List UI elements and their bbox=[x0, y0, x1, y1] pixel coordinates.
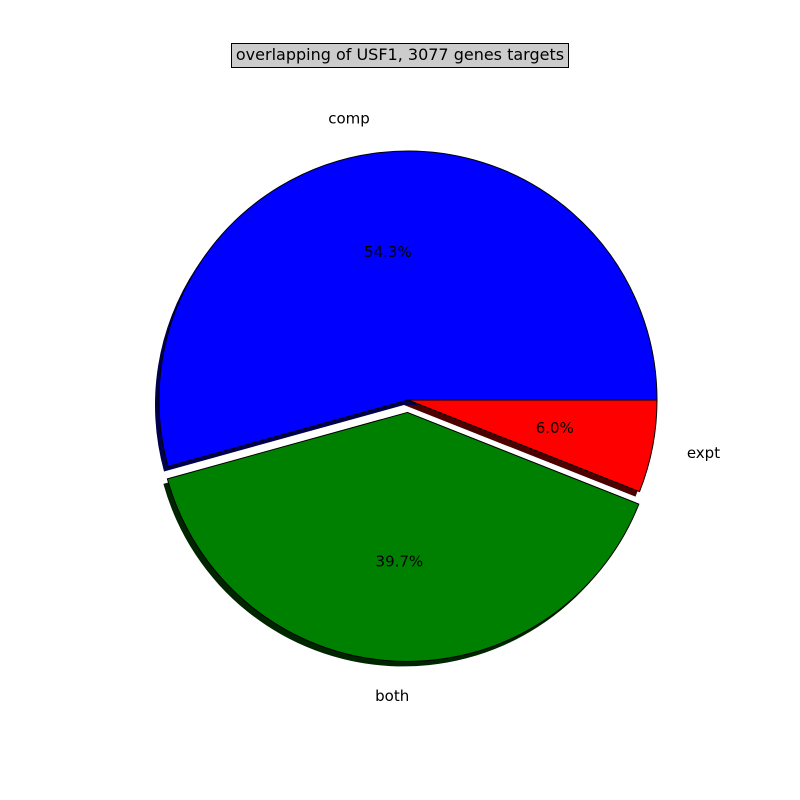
slice-percent-expt: 6.0% bbox=[536, 419, 574, 437]
chart-title-box: overlapping of USF1, 3077 genes targets bbox=[0, 43, 800, 68]
slice-label-both: both bbox=[375, 687, 409, 705]
slice-percent-both: 39.7% bbox=[376, 553, 424, 571]
pie-slice-both bbox=[166, 411, 640, 662]
pie-slice-comp bbox=[158, 150, 658, 468]
pie-slice-expt bbox=[407, 399, 658, 493]
slice-label-comp: comp bbox=[328, 110, 370, 128]
slice-percent-comp: 54.3% bbox=[364, 243, 412, 261]
chart-title: overlapping of USF1, 3077 genes targets bbox=[230, 43, 570, 68]
slice-label-expt: expt bbox=[687, 444, 720, 462]
